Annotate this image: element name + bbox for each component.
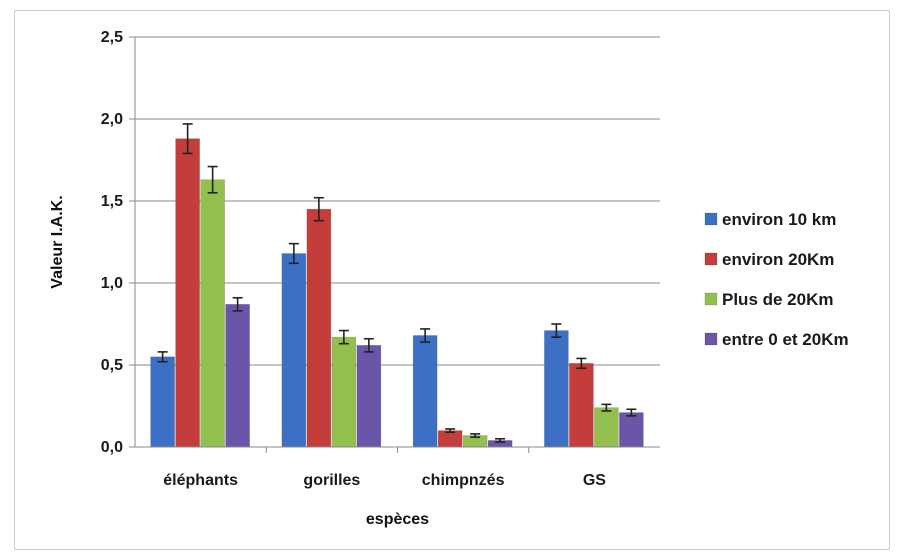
- legend-swatch: [704, 332, 718, 346]
- y-tick-label: 2,5: [101, 29, 123, 46]
- legend: environ 10 km environ 20Km Plus de 20Km ent…: [704, 210, 849, 349]
- y-tick-labels: 0,0 0,5 1,0 1,5 2,0 2,5: [101, 29, 123, 456]
- legend-label: Plus de 20Km: [722, 290, 834, 309]
- y-tick-label: 1,5: [101, 193, 123, 210]
- legend-label: entre 0 et 20Km: [722, 330, 849, 349]
- legend-swatch: [704, 212, 718, 226]
- bar: [306, 208, 332, 448]
- x-axis-title: espèces: [366, 511, 429, 528]
- bar: [200, 179, 225, 448]
- x-category-label: GS: [583, 472, 606, 489]
- bars: [150, 138, 644, 448]
- bar: [281, 253, 307, 448]
- legend-swatch: [704, 252, 718, 266]
- legend-swatch: [704, 292, 718, 306]
- bar: [594, 407, 619, 448]
- bar: [619, 412, 644, 448]
- y-tick-label: 0,5: [101, 357, 123, 374]
- x-category-label: éléphants: [163, 472, 238, 489]
- bar: [331, 336, 357, 448]
- x-category-label: chimpnzés: [422, 472, 505, 489]
- bar: [569, 363, 594, 448]
- chart-frame: [14, 10, 890, 550]
- y-tick-label: 0,0: [101, 439, 123, 456]
- x-category-label: gorilles: [303, 472, 360, 489]
- bar: [150, 356, 175, 448]
- legend-label: environ 10 km: [722, 210, 836, 229]
- x-category-labels: éléphants gorilles chimpnzés GS: [163, 472, 606, 489]
- bar: [437, 430, 463, 448]
- bar: [175, 138, 200, 448]
- y-tick-label: 2,0: [101, 111, 123, 128]
- axes: [134, 37, 660, 453]
- error-bars: [157, 123, 637, 443]
- bar: [356, 345, 382, 448]
- bar: [412, 335, 438, 448]
- y-tick-label: 1,0: [101, 275, 123, 292]
- y-axis-title: Valeur I.A.K.: [49, 195, 66, 288]
- bar: [544, 330, 569, 448]
- bar: [225, 304, 250, 448]
- legend-label: environ 20Km: [722, 250, 834, 269]
